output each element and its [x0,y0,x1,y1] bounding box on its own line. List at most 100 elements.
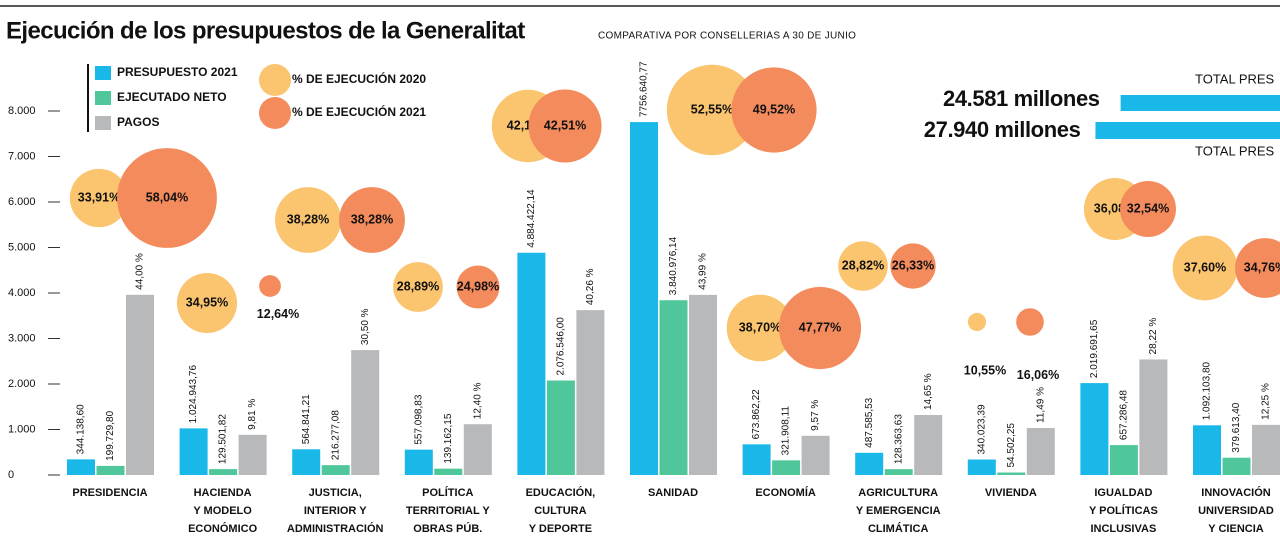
bubble [393,262,443,312]
bubble-label: 34,95% [186,295,228,309]
bar [404,449,433,475]
bar [967,459,996,475]
chart-title: Ejecución de los presupuestos de la Gene… [6,17,525,44]
bar [742,444,771,475]
legend-label: EJECUTADO NETO [117,90,227,104]
y-tick-label: 6.000 [8,196,36,208]
bubble [666,64,758,156]
bar [292,449,321,475]
legend-label: PAGOS [117,115,159,129]
bubble [1172,235,1238,301]
bar [576,310,605,475]
chart-subtitle: COMPARATIVA POR CONSELLERIAS A 30 DE JUN… [598,31,856,42]
y-tick-label: 4.000 [8,287,36,299]
bar [630,122,658,475]
bar-value-label: 1.092.103,80 [1202,361,1213,420]
bar [1193,425,1221,475]
bar-value-label: 557.098,83 [413,394,424,444]
bar-value-label: 139.162,15 [443,413,454,463]
bar [689,294,717,475]
bar-value-label: 11,49 % [1035,387,1046,423]
bubble-label: 28,82% [842,258,884,272]
bar-value-label: 129.501,82 [218,414,229,464]
bubble-label: 58,04% [146,190,188,204]
bubble-label: 16,06% [1017,368,1059,382]
bar [209,469,238,475]
bar [126,294,154,475]
bar-value-label: 128.363,63 [893,414,904,464]
bubble-label: 49,52% [753,102,795,116]
bar-value-label: 1.024.943,76 [188,365,199,424]
bar [546,380,575,475]
bar [884,469,913,475]
bubble-label: 12,64% [257,307,299,321]
bar [179,428,208,475]
bubble-label: 42,51% [544,118,586,132]
bubble-label: 38,28% [287,212,329,226]
bubble [731,67,817,153]
legend-label: % DE EJECUCIÓN 2021 [292,104,426,119]
bar-value-label: 340.023,39 [976,404,987,454]
bubble-label: 47,77% [799,320,841,334]
bar-value-label: 12,25 % [1261,383,1272,420]
bubble [176,272,238,334]
bar-value-label: 379.613,40 [1231,402,1242,452]
bar-value-label: 14,65 % [923,373,934,410]
x-tick-label: AGRICULTURA Y EMERGENCIA CLIMÁTICA [856,487,941,535]
bubble-label: 52,55% [691,102,733,116]
bar-value-label: 44,00 % [135,253,146,290]
y-tick-label: 3.000 [8,332,36,344]
bar-value-label: 321.908,11 [781,406,792,456]
legend-swatch [95,116,111,130]
total-bar [1095,122,1280,139]
bubble-label: 37,60% [1184,260,1226,274]
bubble [117,148,217,248]
bar [772,460,801,475]
bar [855,452,884,475]
bar-value-label: 487.585,53 [864,397,875,447]
total-label: TOTAL PRES [1195,71,1275,86]
legend-swatch [259,64,291,96]
bubble-label: 38,70% [739,320,781,334]
legend-swatch [259,97,291,129]
x-tick-label: VIVIENDA [985,487,1037,499]
bar-value-label: 28,22 % [1148,318,1159,355]
bar [997,472,1026,475]
bar [517,252,546,475]
bubble [778,286,862,370]
bubble [275,187,341,253]
legend-swatch [95,91,111,105]
y-tick-label: 8.000 [8,105,36,117]
bar-value-label: 9,81 % [247,399,258,430]
bubble [726,294,794,362]
bar [659,300,688,475]
bar [1080,383,1109,475]
y-tick-label: 1.000 [8,423,36,435]
bubble [528,89,602,163]
bubble-label: 24,98% [457,279,499,293]
bubble [890,243,936,289]
bar [238,434,267,475]
x-tick-label: ECONOMÍA [755,486,816,499]
bubble-label: 26,33% [892,258,934,272]
x-tick-label: SANIDAD [648,487,698,499]
bar-value-label: 344.138,60 [76,404,87,454]
bubble-label: 28,89% [397,279,439,293]
bubble-label: 38,28% [351,212,393,226]
legend-label: % DE EJECUCIÓN 2020 [292,71,426,86]
total-bar [1120,95,1280,111]
bar-value-label: 216.277,08 [330,410,341,460]
x-tick-label: IGUALDAD Y POLÍTICAS INCLUSIVAS [1089,487,1158,535]
x-tick-label: POLÍTICA TERRITORIAL Y OBRAS PÚB. [406,486,490,535]
x-tick-label: INNOVACIÓN UNIVERSIDAD Y CIENCIA [1198,486,1274,535]
bar [67,459,95,475]
bubble-label: 33,91% [78,190,120,204]
bar [914,415,943,475]
bubble [1235,238,1280,298]
bar-value-label: 657.286,48 [1119,390,1130,440]
y-tick-label: 7.000 [8,150,36,162]
bar [96,465,125,475]
bubble [1120,181,1176,237]
total-label: TOTAL PRES [1195,143,1275,158]
